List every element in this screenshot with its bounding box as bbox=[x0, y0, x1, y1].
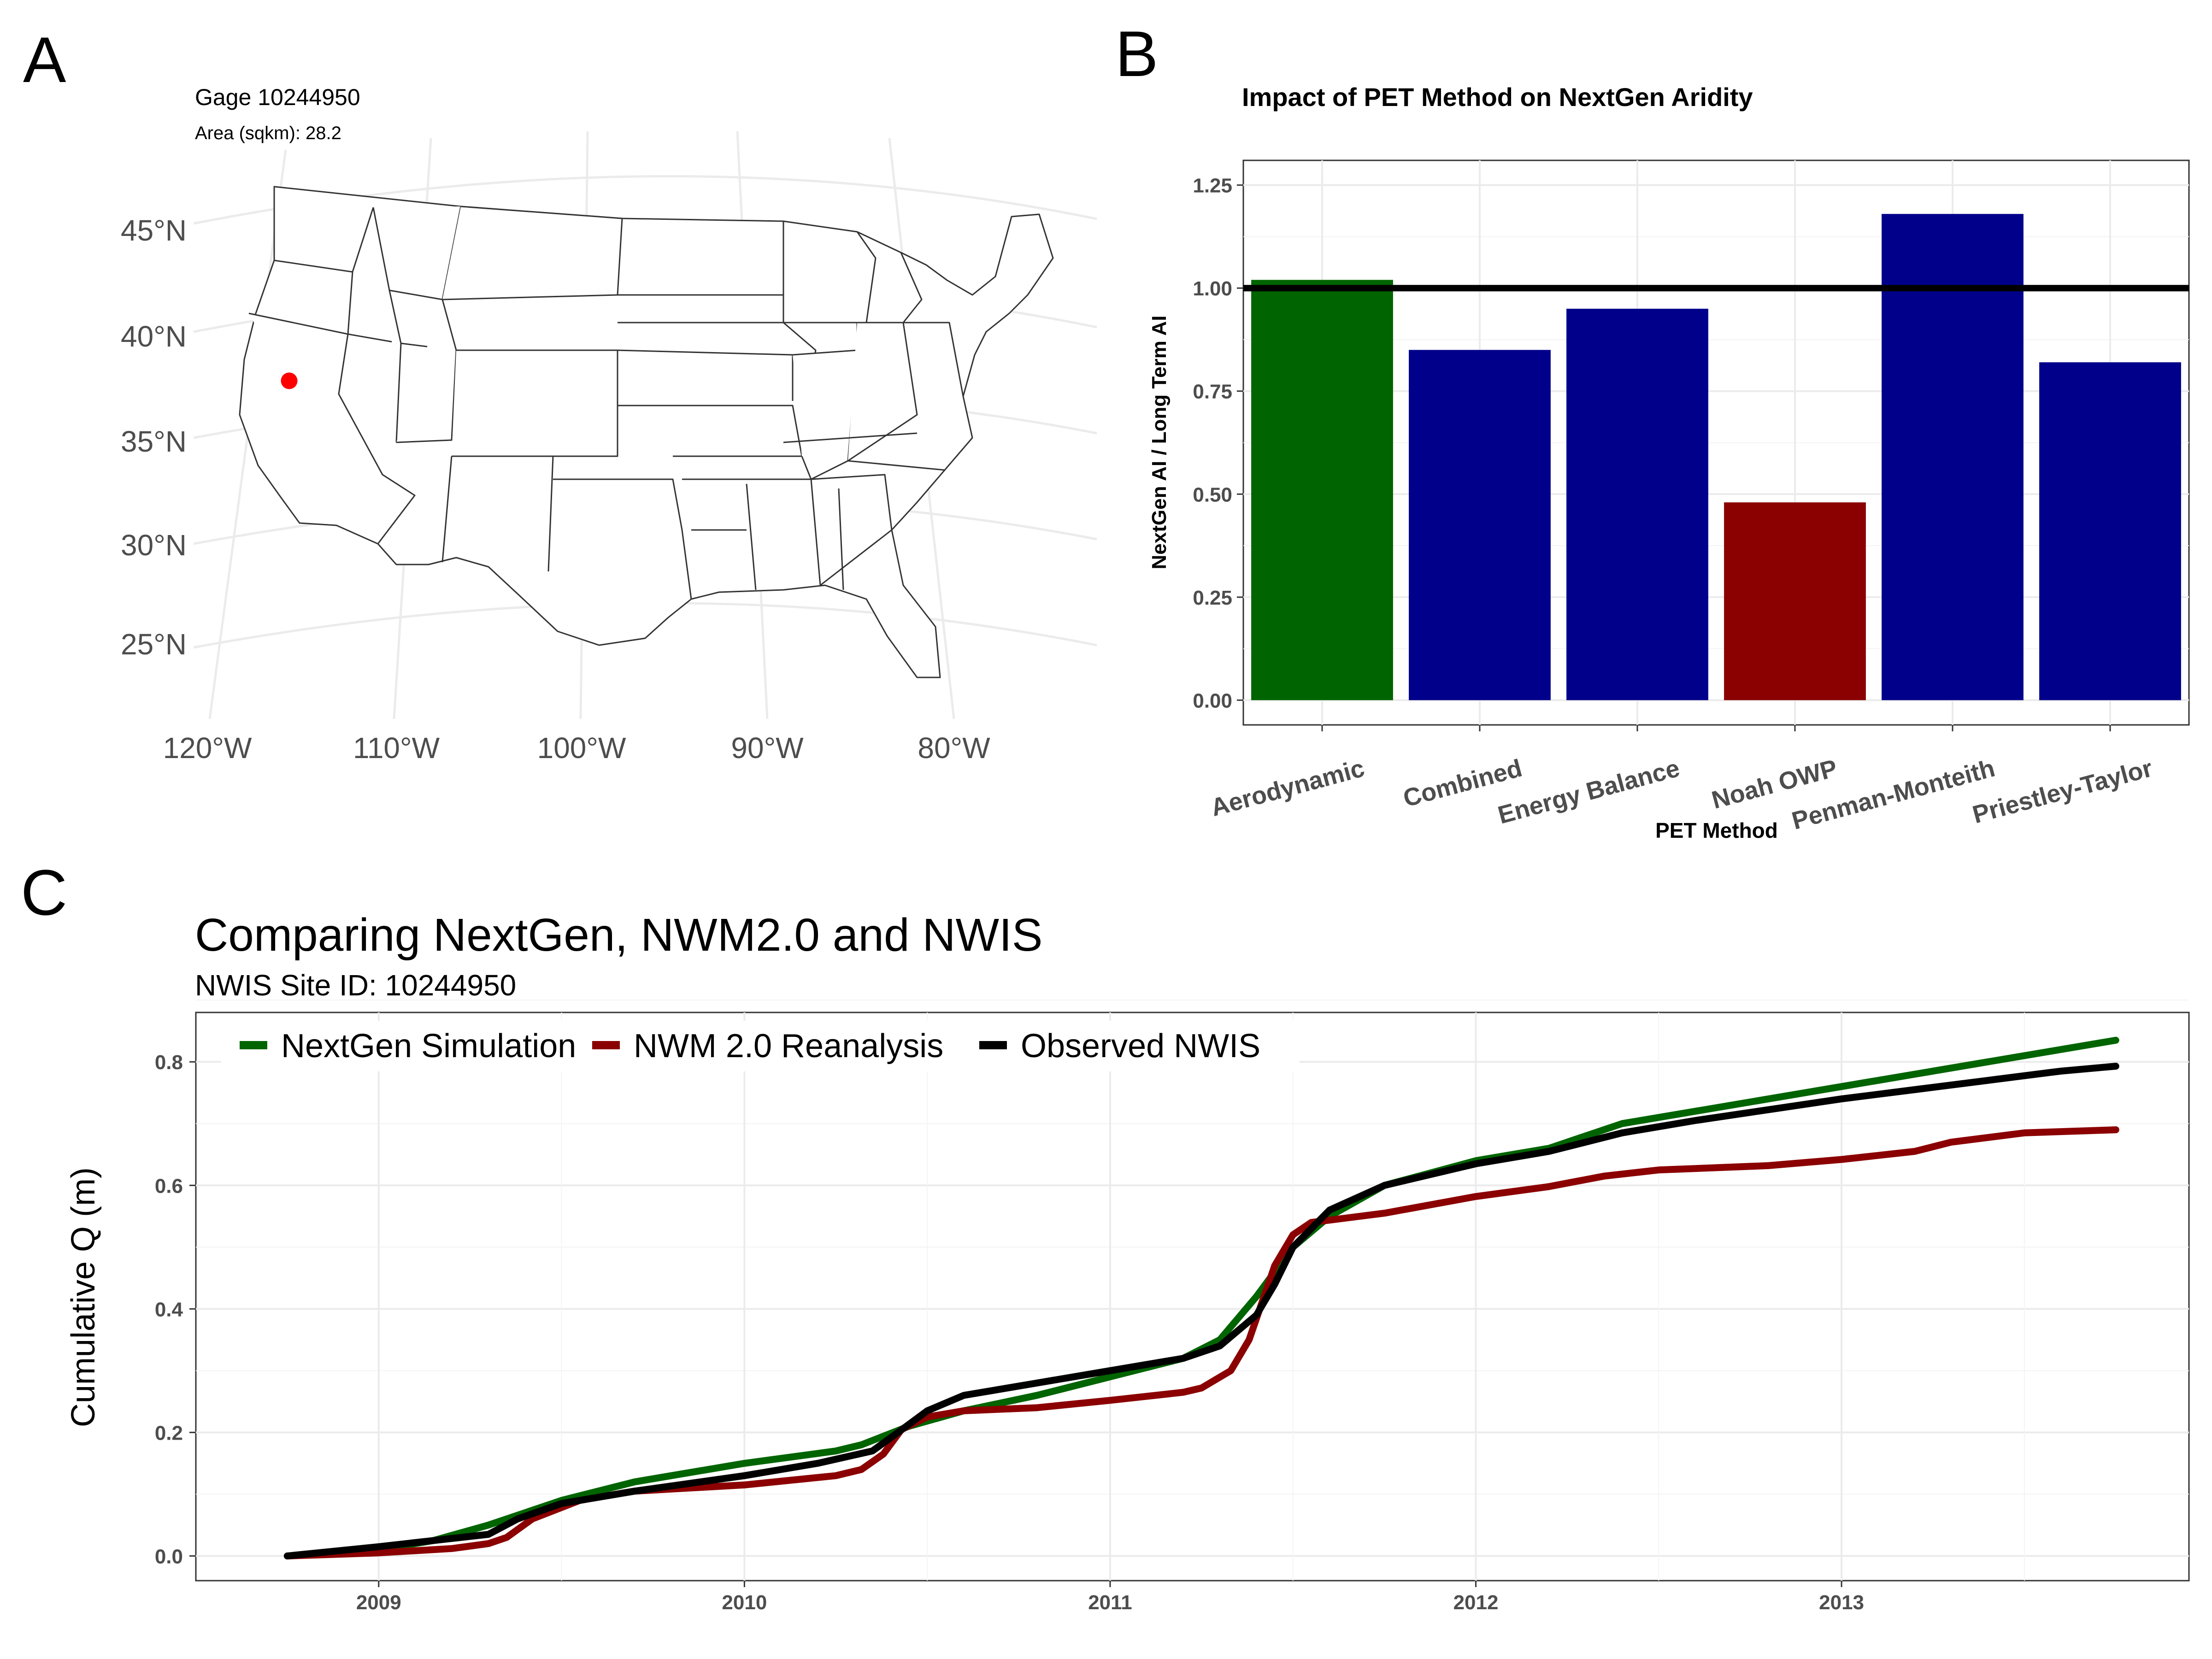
panel-b: B Impact of PET Method on NextGen Aridit… bbox=[1115, 18, 2190, 842]
panel-c: C Comparing NextGen, NWM2.0 and NWIS NWI… bbox=[21, 856, 2190, 1614]
line-x-ticks: 2009 2010 2011 2012 2013 bbox=[356, 1581, 1864, 1614]
bar-y-axis-label: NextGen AI / Long Term AI bbox=[1148, 316, 1171, 570]
panel-label-c: C bbox=[21, 856, 67, 929]
lat-label-25: 25°N bbox=[121, 628, 187, 661]
line-plot-panel bbox=[195, 1012, 2190, 1582]
line-x-tick-label: 2011 bbox=[1088, 1591, 1132, 1614]
panel-a: A Gage 10244950 Area (sqkm): 28.2 bbox=[23, 24, 1097, 765]
lon-label-90: 90°W bbox=[731, 731, 804, 765]
panel-label-a: A bbox=[23, 24, 66, 96]
lon-label-120: 120°W bbox=[163, 731, 252, 765]
bar-series bbox=[1251, 214, 2181, 700]
line-x-tick-label: 2013 bbox=[1819, 1591, 1864, 1614]
us-map bbox=[239, 186, 1054, 678]
bar-penman-monteith bbox=[1882, 214, 2024, 700]
bar-noah-owp bbox=[1724, 502, 1866, 700]
series-observed-nwis bbox=[283, 1063, 2119, 1559]
bar-y-tick-label: 0.75 bbox=[1193, 381, 1232, 403]
map-lon-labels: 120°W 110°W 100°W 90°W 80°W bbox=[163, 731, 991, 765]
gage-location-marker bbox=[281, 372, 298, 389]
lat-label-45: 45°N bbox=[121, 214, 187, 247]
map-title: Gage 10244950 bbox=[195, 84, 360, 110]
line-y-tick-label: 0.6 bbox=[155, 1175, 183, 1197]
bar-x-tick-label: Energy Balance bbox=[1495, 754, 1683, 830]
legend-label: NWM 2.0 Reanalysis bbox=[634, 1028, 943, 1065]
line-chart-subtitle: NWIS Site ID: 10244950 bbox=[195, 969, 516, 1002]
legend-label: Observed NWIS bbox=[1021, 1028, 1260, 1065]
line-y-tick-label: 0.0 bbox=[155, 1545, 183, 1568]
line-y-tick-label: 0.2 bbox=[155, 1422, 183, 1444]
bar-y-tick-label: 0.50 bbox=[1193, 483, 1232, 506]
line-x-tick-label: 2012 bbox=[1453, 1591, 1499, 1614]
bar-y-tick-label: 0.25 bbox=[1193, 587, 1232, 609]
lat-label-35: 35°N bbox=[121, 425, 187, 458]
bar-priestley-taylor bbox=[2039, 362, 2181, 700]
line-x-tick-label: 2009 bbox=[356, 1591, 401, 1614]
bar-y-tick-label: 1.25 bbox=[1193, 175, 1232, 197]
line-chart-title: Comparing NextGen, NWM2.0 and NWIS bbox=[195, 909, 1043, 961]
bar-x-tick-label: Aerodynamic bbox=[1208, 754, 1367, 822]
bar-x-axis-label: PET Method bbox=[1655, 818, 1778, 842]
bar-aerodynamic bbox=[1251, 280, 1393, 700]
bar-y-tick-label: 0.00 bbox=[1193, 689, 1232, 712]
line-y-axis-label: Cumulative Q (m) bbox=[65, 1167, 102, 1427]
bar-y-ticks: 0.00 0.25 0.50 0.75 1.00 1.25 bbox=[1193, 175, 1243, 712]
legend-background bbox=[221, 1021, 1300, 1071]
line-y-tick-label: 0.8 bbox=[155, 1051, 183, 1074]
line-x-tick-label: 2010 bbox=[722, 1591, 767, 1614]
legend-label: NextGen Simulation bbox=[281, 1028, 576, 1065]
lat-label-30: 30°N bbox=[121, 529, 187, 562]
bar-x-tick-label: Priestley-Taylor bbox=[1970, 754, 2155, 829]
map-lat-labels: 45°N 40°N 35°N 30°N 25°N bbox=[121, 214, 187, 661]
map-subtitle: Area (sqkm): 28.2 bbox=[195, 123, 341, 143]
line-y-ticks: 0.0 0.2 0.4 0.6 0.8 bbox=[155, 1051, 196, 1568]
lat-label-40: 40°N bbox=[121, 320, 187, 353]
lon-label-100: 100°W bbox=[537, 731, 626, 765]
panel-label-b: B bbox=[1115, 18, 1158, 90]
bar-chart-title: Impact of PET Method on NextGen Aridity bbox=[1242, 82, 1753, 112]
lon-label-80: 80°W bbox=[918, 731, 990, 765]
bar-y-tick-label: 1.00 bbox=[1193, 277, 1232, 300]
bar-combined bbox=[1409, 350, 1551, 700]
bar-energy-balance bbox=[1566, 308, 1708, 700]
line-series bbox=[283, 1036, 2119, 1559]
lon-label-110: 110°W bbox=[353, 731, 440, 765]
line-y-tick-label: 0.4 bbox=[155, 1298, 183, 1321]
line-legend: NextGen Simulation NWM 2.0 Reanalysis Obse… bbox=[221, 1021, 1300, 1071]
